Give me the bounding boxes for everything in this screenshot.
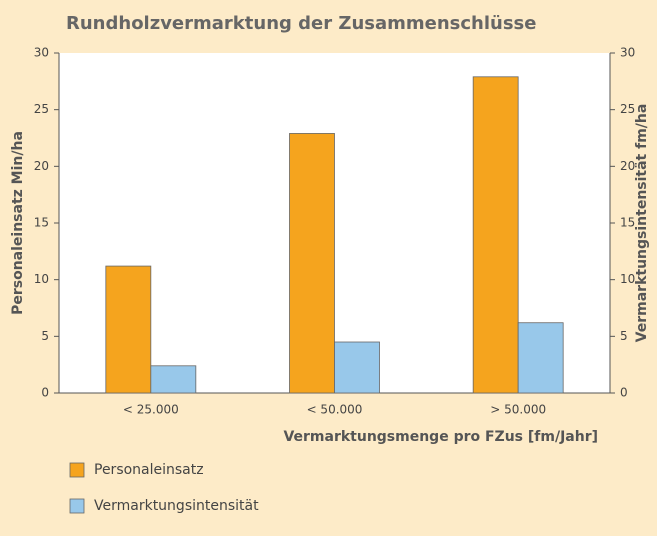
bar — [289, 133, 335, 394]
x-tick-label: < 25.000 — [123, 403, 179, 417]
y-tick-label: 25 — [34, 102, 49, 116]
y2-tick-label: 5 — [620, 329, 628, 343]
y-axis-title: Personaleinsatz Min/ha — [10, 131, 26, 315]
y2-tick-label: 30 — [620, 46, 635, 60]
x-tick-label: > 50.000 — [490, 403, 546, 417]
y2-tick-label: 0 — [620, 386, 628, 400]
x-axis-title: Vermarktungsmenge pro FZus [fm/Jahr] — [283, 429, 598, 445]
y2-tick-label: 25 — [620, 102, 635, 116]
bar — [105, 265, 152, 394]
y-tick-label: 10 — [34, 272, 49, 286]
bar — [472, 76, 519, 394]
bar — [517, 322, 564, 394]
y2-tick-label: 10 — [620, 272, 635, 286]
bar — [334, 341, 380, 394]
bar — [150, 365, 197, 394]
legend-label: Vermarktungsintensität — [94, 498, 259, 514]
legend-label: Personaleinsatz — [94, 462, 204, 478]
y-tick-label: 0 — [41, 386, 49, 400]
chart-title: Rundholzvermarktung der Zusammenschlüsse — [66, 13, 536, 34]
y-tick-label: 20 — [34, 159, 49, 173]
y2-tick-label: 20 — [620, 159, 635, 173]
y2-tick-label: 15 — [620, 216, 635, 230]
y-tick-label: 30 — [34, 46, 49, 60]
y-tick-label: 5 — [41, 329, 49, 343]
legend-swatch — [69, 498, 85, 514]
legend-swatch — [69, 462, 85, 478]
y-tick-label: 15 — [34, 216, 49, 230]
y2-axis-title: Vermarktungsintensität fm/ha — [634, 104, 650, 343]
x-tick-label: < 50.000 — [307, 403, 363, 417]
